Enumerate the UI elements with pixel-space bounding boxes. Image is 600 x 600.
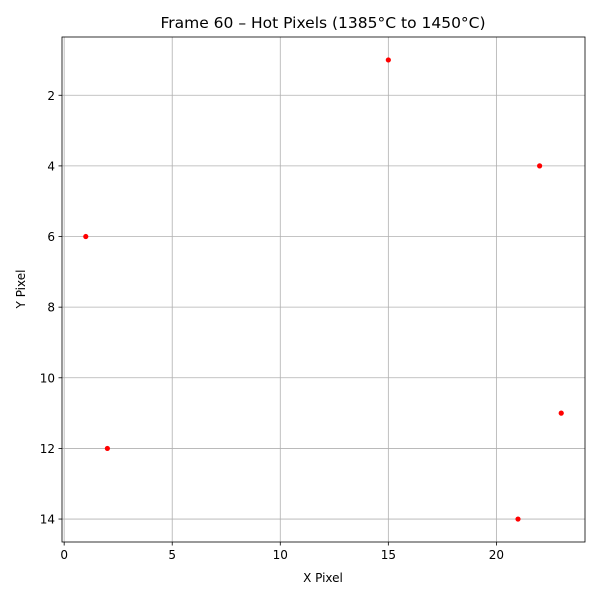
- x-tick-label: 10: [273, 548, 288, 562]
- y-axis: 2 4 6 8 10 12 14: [40, 89, 62, 527]
- y-tick-label: 10: [40, 371, 55, 385]
- data-point: [104, 445, 110, 452]
- data-point: [515, 516, 521, 522]
- x-axis: 0 5 10 15 20: [60, 542, 504, 562]
- data-point: [385, 57, 391, 63]
- x-tick-label: 15: [381, 548, 396, 562]
- grid: [62, 37, 585, 542]
- data-point: [83, 233, 89, 240]
- x-tick-label: 0: [60, 548, 68, 562]
- plot-frame: [61, 36, 586, 543]
- y-tick-label: 8: [47, 301, 55, 315]
- data-points: [83, 57, 564, 522]
- data-point: [537, 163, 543, 169]
- y-tick-label: 2: [47, 89, 55, 103]
- y-tick-label: 6: [47, 230, 55, 244]
- x-tick-label: 5: [168, 548, 176, 562]
- y-axis-title: Y Pixel: [14, 270, 28, 310]
- x-axis-title: X Pixel: [303, 571, 343, 585]
- data-point: [558, 410, 564, 416]
- chart-title: Frame 60 – Hot Pixels (1385°C to 1450°C): [160, 14, 485, 32]
- y-tick-label: 4: [47, 159, 55, 173]
- y-tick-label: 12: [40, 442, 55, 456]
- y-tick-label: 14: [40, 513, 55, 527]
- x-tick-label: 20: [489, 548, 504, 562]
